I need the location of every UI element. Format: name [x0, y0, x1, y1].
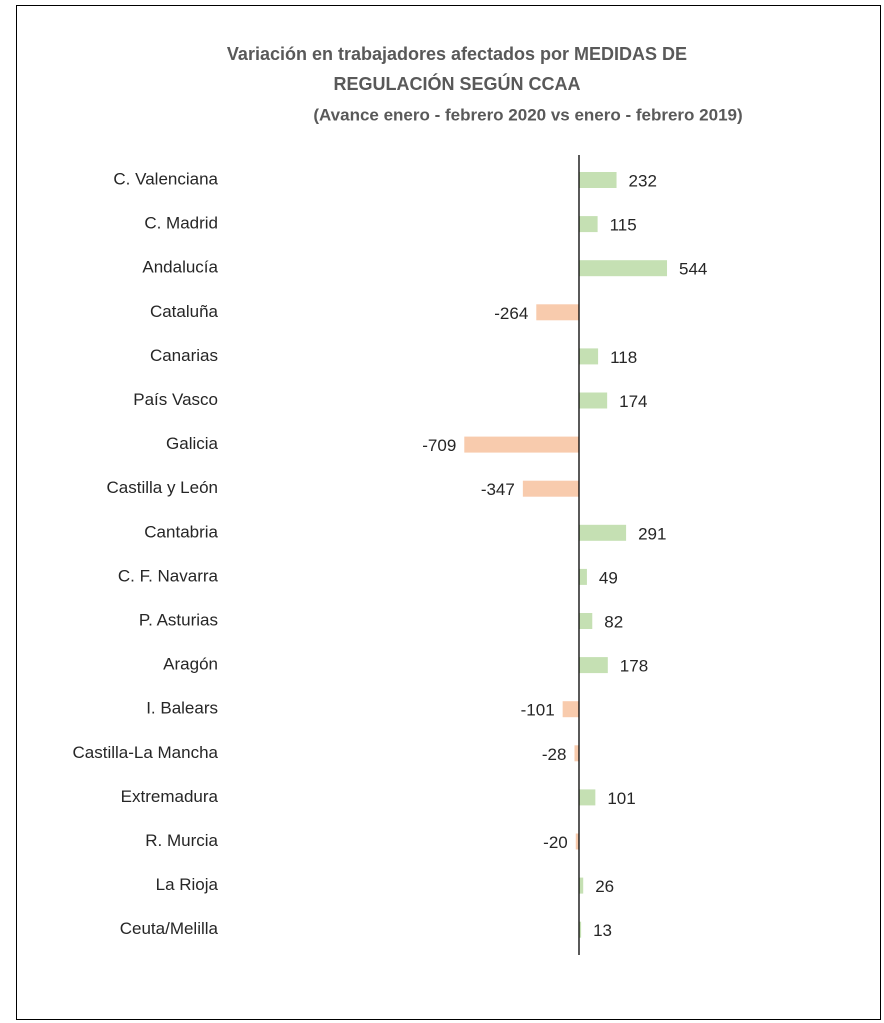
y-tick-label: Cataluña	[150, 302, 219, 321]
bar	[522, 480, 579, 497]
bar	[579, 657, 608, 674]
y-tick-label: La Rioja	[156, 875, 219, 894]
bar	[464, 436, 579, 453]
y-tick-label: Canarias	[150, 346, 218, 365]
y-tick-label: Andalucía	[142, 258, 218, 277]
data-label: 174	[619, 392, 647, 411]
bar	[579, 921, 582, 938]
data-label: -28	[542, 745, 567, 764]
data-label: 49	[599, 568, 618, 587]
data-label: -347	[481, 480, 515, 499]
bar	[579, 877, 584, 894]
data-label: -20	[543, 833, 568, 852]
data-label: -709	[422, 436, 456, 455]
y-tick-label: Aragón	[163, 655, 218, 674]
data-label: 544	[679, 260, 707, 279]
y-tick-label: Galicia	[166, 434, 219, 453]
bar	[562, 701, 579, 718]
chart-title: REGULACIÓN SEGÚN CCAA	[333, 73, 580, 94]
data-label: -264	[494, 304, 528, 323]
data-label: 178	[620, 657, 648, 676]
bar	[579, 260, 668, 277]
data-label: 82	[604, 612, 623, 631]
y-tick-label: Extremadura	[121, 787, 219, 806]
y-tick-label: País Vasco	[133, 390, 218, 409]
data-label: 118	[610, 348, 637, 367]
bar	[579, 172, 617, 188]
data-label: 115	[610, 216, 637, 235]
bar	[575, 833, 579, 850]
bar	[579, 789, 596, 806]
bar	[579, 613, 593, 629]
y-tick-label: C. Valenciana	[113, 169, 218, 188]
data-label: 101	[607, 789, 635, 808]
bar	[536, 304, 579, 321]
chart-border	[16, 5, 881, 1020]
y-tick-label: C. F. Navarra	[118, 566, 219, 585]
y-tick-label: Cantabria	[144, 522, 218, 541]
bar	[579, 524, 627, 541]
data-label: 232	[629, 171, 657, 190]
data-label: -101	[521, 701, 555, 720]
chart-subtitle: (Avance enero - febrero 2020 vs enero - …	[313, 105, 742, 124]
bar	[579, 568, 587, 585]
y-tick-label: I. Balears	[146, 699, 218, 718]
bar	[579, 392, 608, 409]
y-tick-label: Castilla-La Mancha	[72, 743, 218, 762]
y-tick-label: P. Asturias	[139, 610, 218, 629]
bar	[579, 216, 598, 233]
data-label: 26	[595, 877, 614, 896]
bar	[574, 745, 579, 762]
y-tick-label: C. Madrid	[144, 214, 218, 233]
y-tick-label: R. Murcia	[145, 831, 218, 850]
chart-title: Variación en trabajadores afectados por …	[227, 44, 687, 64]
y-tick-label: Castilla y León	[106, 478, 218, 497]
data-label: 291	[638, 524, 666, 543]
y-tick-label: Ceuta/Melilla	[120, 919, 219, 938]
data-label: 13	[593, 921, 612, 940]
bar	[579, 348, 599, 365]
